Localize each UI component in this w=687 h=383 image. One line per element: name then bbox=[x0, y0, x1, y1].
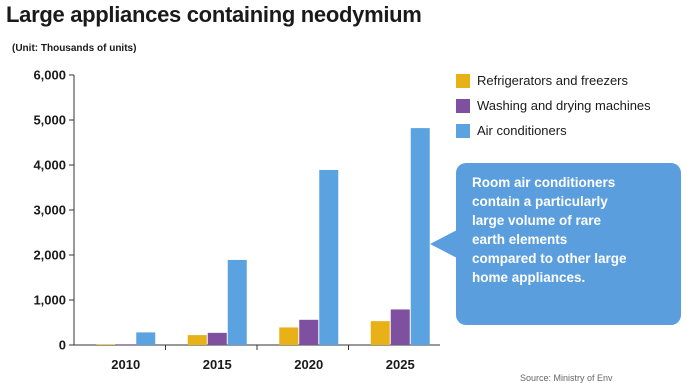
legend-item-air-conditioners: Air conditioners bbox=[456, 118, 651, 143]
bar bbox=[319, 169, 339, 345]
source-footer: Source: Ministry of Env bbox=[520, 373, 613, 383]
bar bbox=[370, 321, 390, 345]
annotation-callout: Room air conditioners contain a particul… bbox=[456, 163, 681, 325]
bar bbox=[410, 128, 430, 345]
annotation-line: large volume of rare bbox=[472, 213, 602, 228]
bar bbox=[96, 344, 116, 345]
legend-swatch-washing-machines bbox=[456, 98, 470, 113]
bar bbox=[299, 319, 319, 345]
annotation-line: compared to other large bbox=[472, 251, 627, 266]
x-tick-label: 2010 bbox=[111, 357, 140, 372]
x-tick-label: 2015 bbox=[203, 357, 232, 372]
bar bbox=[227, 259, 247, 345]
bar bbox=[136, 332, 156, 345]
unit-label: (Unit: Thousands of units) bbox=[12, 43, 137, 54]
y-tick-label: 0 bbox=[59, 338, 66, 353]
bar bbox=[207, 332, 227, 345]
legend-label-refrigerators: Refrigerators and freezers bbox=[477, 73, 629, 88]
annotation-pointer bbox=[430, 230, 457, 258]
y-tick-label: 6,000 bbox=[33, 68, 66, 83]
y-tick-label: 4,000 bbox=[33, 158, 66, 173]
y-tick-label: 5,000 bbox=[33, 113, 66, 128]
x-tick-label: 2020 bbox=[294, 357, 323, 372]
x-tick-label: 2025 bbox=[386, 357, 415, 372]
y-tick-label: 3,000 bbox=[33, 203, 66, 218]
legend-item-refrigerators: Refrigerators and freezers bbox=[456, 68, 651, 93]
legend-swatch-air-conditioners bbox=[456, 123, 470, 138]
legend-swatch-refrigerators bbox=[456, 73, 470, 88]
y-tick-label: 1,000 bbox=[33, 293, 66, 308]
y-tick-label: 2,000 bbox=[33, 248, 66, 263]
bar bbox=[279, 327, 299, 345]
annotation-line: home appliances. bbox=[472, 270, 586, 285]
annotation-line: contain a particularly bbox=[472, 194, 608, 209]
bar bbox=[187, 335, 207, 345]
bar bbox=[390, 309, 410, 345]
legend: Refrigerators and freezers Washing and d… bbox=[456, 68, 651, 143]
legend-label-air-conditioners: Air conditioners bbox=[477, 123, 567, 138]
chart-title: Large appliances containing neodymium bbox=[6, 2, 422, 27]
bar bbox=[116, 344, 136, 345]
legend-label-washing-machines: Washing and drying machines bbox=[477, 98, 651, 113]
legend-item-washing-machines: Washing and drying machines bbox=[456, 93, 651, 118]
annotation-line: earth elements bbox=[472, 232, 568, 247]
annotation-line: Room air conditioners bbox=[472, 175, 616, 190]
